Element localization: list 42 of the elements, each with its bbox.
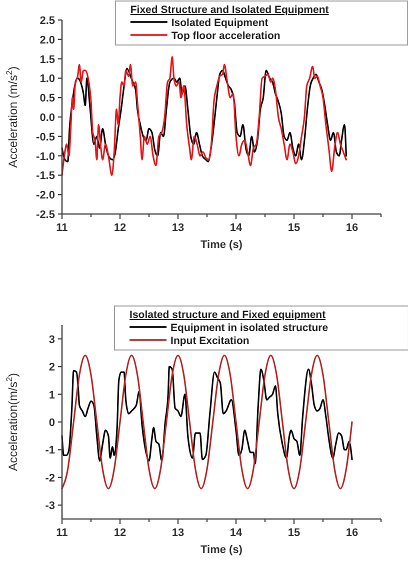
x-tick-label: 15: [288, 527, 300, 539]
x-axis-title: Time (s): [200, 544, 243, 556]
line-series: [61, 366, 353, 464]
x-tick-label: 12: [114, 527, 126, 539]
y-tick-label: 1.5: [40, 54, 55, 66]
y-tick-label: 2.0: [40, 34, 55, 46]
legend-label: Input Excitation: [170, 335, 250, 347]
legend-label: Isolated Equipment: [171, 17, 269, 29]
x-tick-label: 16: [346, 527, 358, 539]
line-series: [61, 354, 353, 490]
y-tick-label: -1.5: [36, 170, 55, 182]
y-tick-label: -2.5: [36, 209, 55, 221]
line-series: [61, 68, 347, 162]
x-tick-label: 15: [288, 222, 300, 234]
legend-title: Fixed Structure and Isolated Equipment: [130, 4, 330, 16]
x-tick-label: 14: [230, 222, 243, 234]
y-tick-label: 1: [48, 389, 55, 402]
y-tick-label: 1.0: [40, 73, 55, 86]
y-tick-label: -3: [45, 500, 55, 512]
legend-label: Equipment in isolated structure: [170, 322, 328, 334]
y-tick-label: -1.0: [36, 150, 55, 163]
line-series: [61, 56, 347, 176]
legend-label: Top floor acceleration: [171, 30, 280, 42]
y-tick-label: -2: [45, 472, 55, 484]
y-tick-label: 0: [48, 417, 55, 429]
y-tick-label: -2.0: [36, 190, 55, 202]
x-tick-label: 11: [56, 527, 68, 539]
x-tick-label: 13: [172, 527, 184, 539]
y-tick-label: -0.5: [36, 131, 55, 144]
y-tick-label: 0.5: [40, 92, 55, 105]
x-tick-label: 13: [172, 222, 184, 234]
x-tick-label: 16: [346, 222, 358, 234]
y-tick-label: -1: [45, 444, 55, 457]
x-tick-label: 11: [56, 222, 68, 234]
y-tick-label: 2: [48, 362, 55, 374]
legend-title: Isolated structure and Fixed equipment: [130, 309, 326, 321]
x-tick-label: 14: [230, 527, 243, 539]
y-tick-label: 0.0: [40, 112, 55, 124]
y-tick-label: 2.5: [40, 15, 55, 27]
x-axis-title: Time (s): [200, 239, 243, 251]
x-tick-label: 12: [114, 222, 126, 234]
y-tick-label: 3: [48, 334, 55, 346]
